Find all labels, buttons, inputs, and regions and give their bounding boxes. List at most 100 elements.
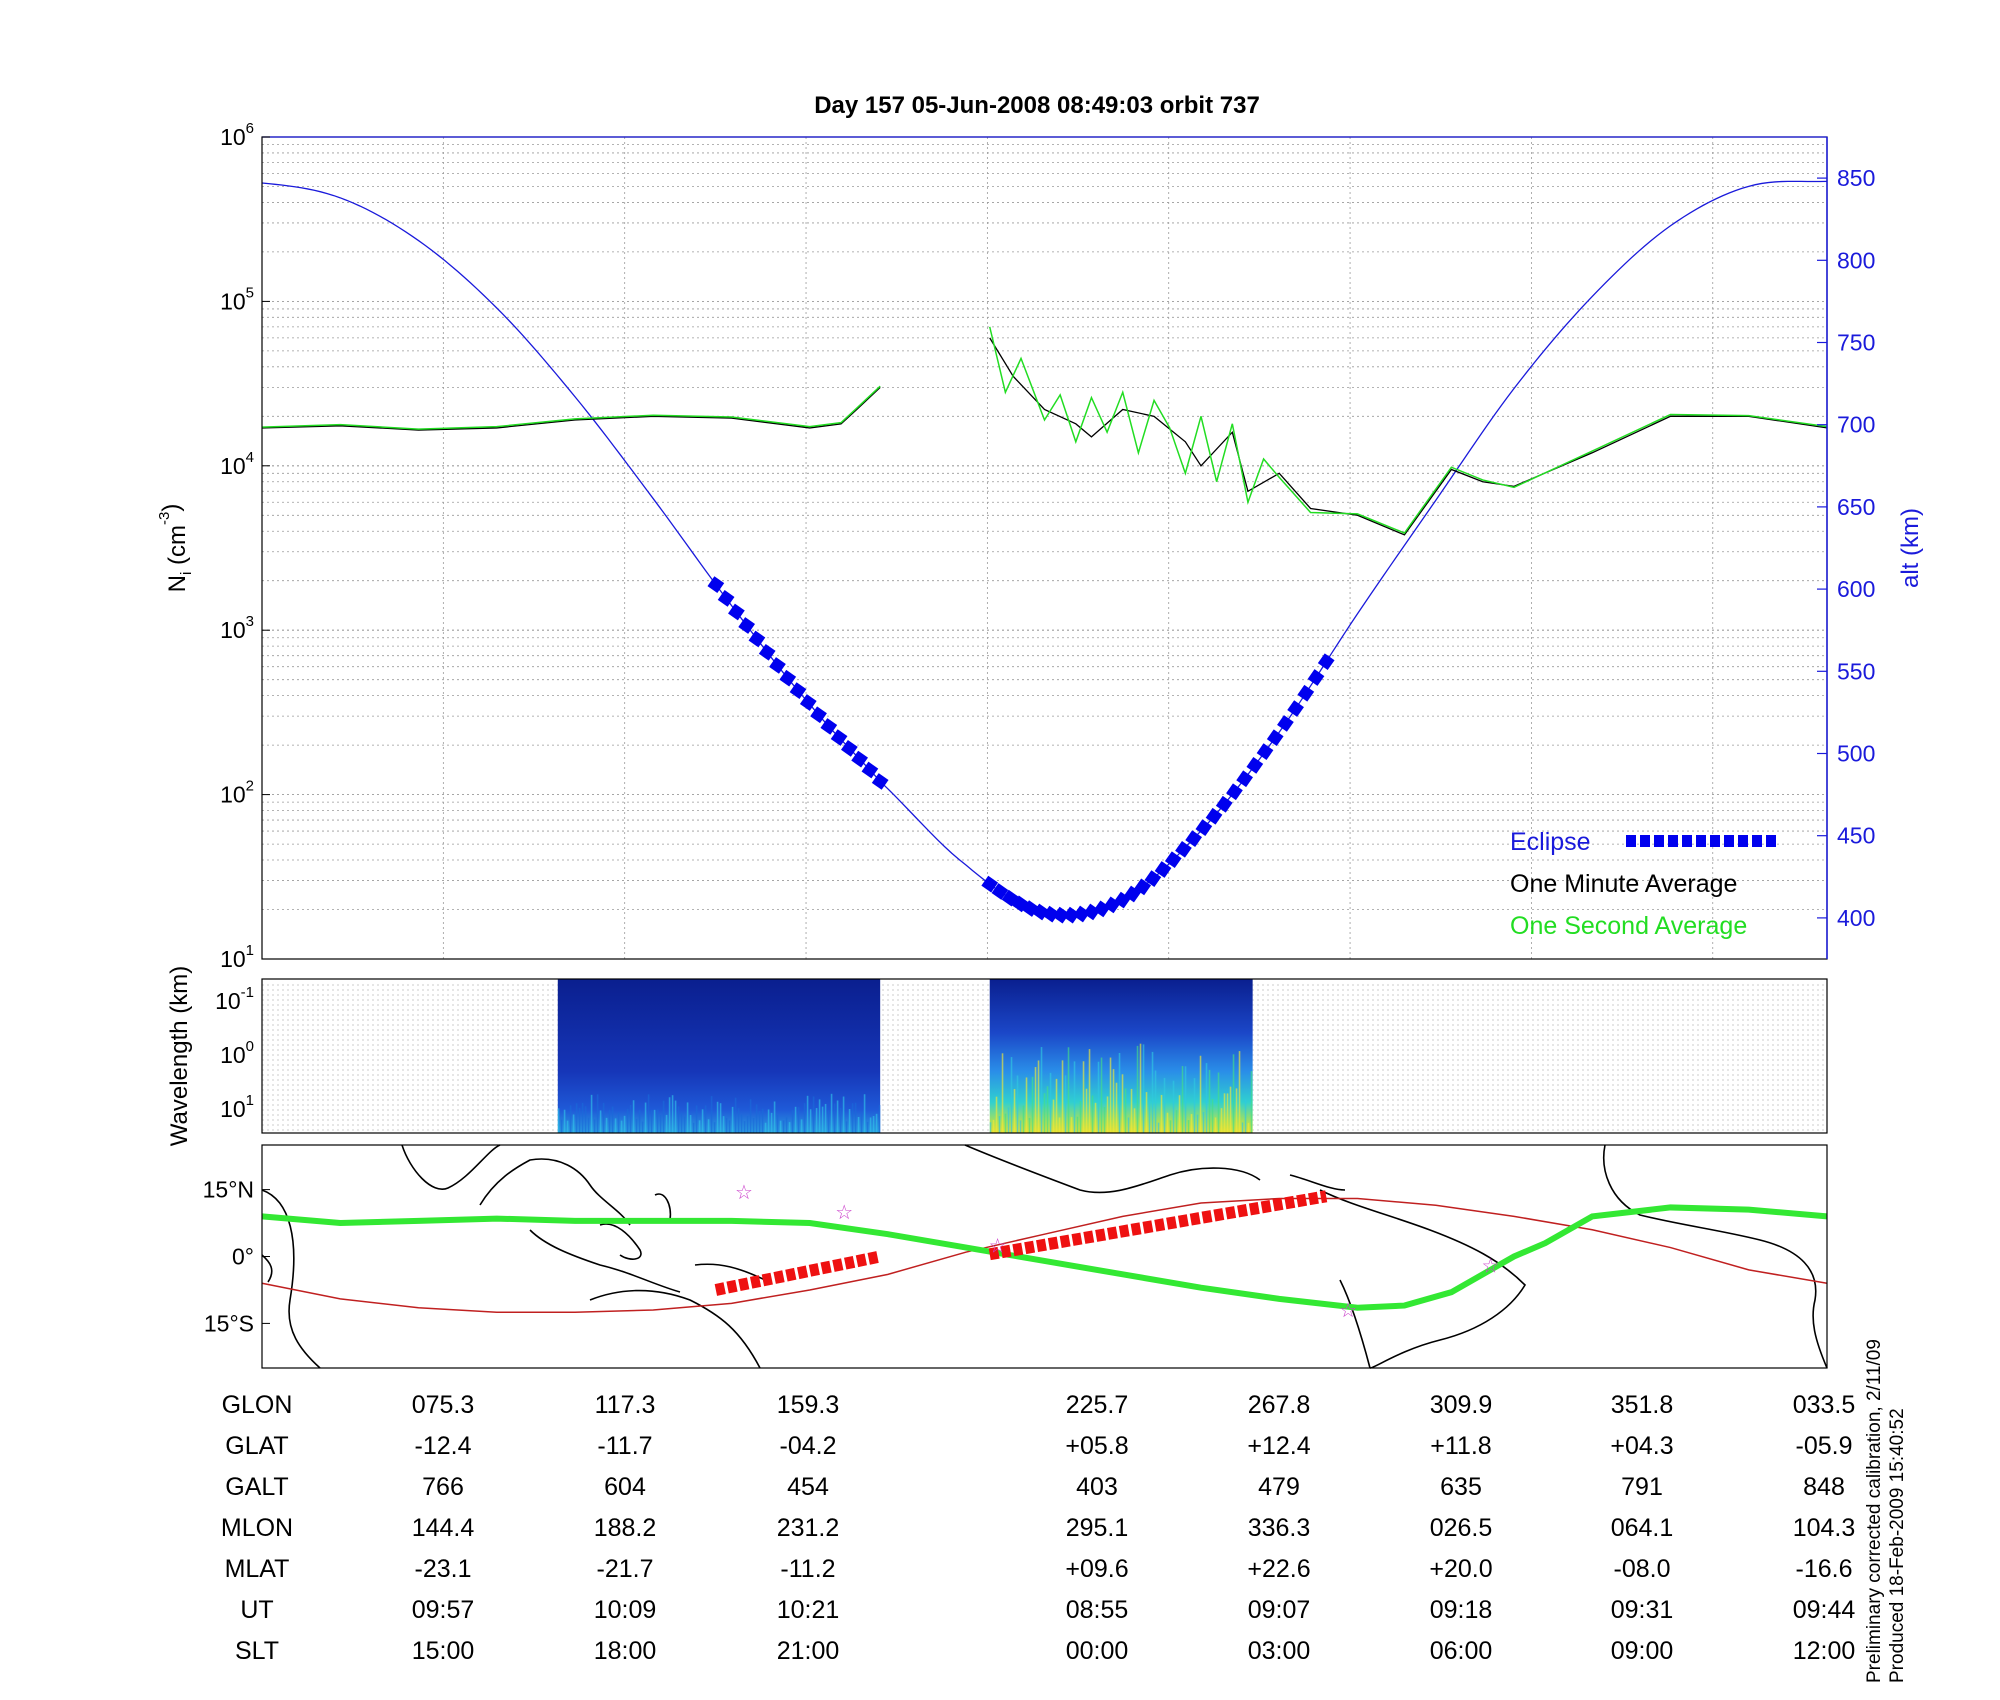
spectrogram-stripe — [866, 1121, 869, 1133]
spectrogram-stripe — [788, 1122, 791, 1133]
table-cell: 295.1 — [1066, 1514, 1129, 1542]
spectrogram-stripe — [1022, 1105, 1025, 1133]
table-row-label: MLON — [221, 1514, 293, 1542]
eclipse-marker — [707, 576, 725, 593]
spectrogram-stripe — [1007, 1107, 1010, 1133]
spectrogram-stripe — [1067, 1047, 1070, 1133]
spectrogram-stripe — [1196, 1114, 1199, 1133]
table-cell: 09:00 — [1611, 1637, 1674, 1665]
spectrogram-stripe — [797, 1107, 800, 1133]
spectrogram-stripe — [1106, 1096, 1109, 1133]
spectrogram-stripe — [557, 1108, 560, 1133]
spectrogram-stripe — [812, 1096, 815, 1133]
spectrogram-stripe — [1148, 1100, 1151, 1133]
one-second-series — [261, 326, 1828, 534]
eclipse-marker — [1246, 756, 1264, 774]
altitude-tick-label: 800 — [1837, 247, 1875, 273]
coastlines — [261, 1144, 1828, 1369]
table-cell: -21.7 — [597, 1555, 654, 1583]
spectrogram-stripe — [1241, 1122, 1244, 1133]
spectrogram-stripe — [1154, 1070, 1157, 1133]
spectrogram-tick-label: 101 — [220, 1092, 254, 1122]
density-axis-label: Ni (cm-3) — [156, 504, 195, 593]
spectrogram-stripe — [809, 1109, 812, 1133]
spectrogram-stripe — [572, 1114, 575, 1133]
spectrogram-stripe — [1139, 1043, 1142, 1133]
altitude-tick-label: 550 — [1837, 658, 1875, 684]
spectrogram-stripe — [791, 1109, 794, 1133]
spectrogram-stripe — [692, 1122, 695, 1133]
spectrogram-stripe — [1061, 1060, 1064, 1133]
spectrogram-stripe — [578, 1108, 581, 1133]
altitude-tick-label: 850 — [1837, 165, 1875, 191]
spectrogram-stripe — [1175, 1110, 1178, 1133]
spectrogram-stripe — [1187, 1120, 1190, 1133]
spectrogram-stripe — [689, 1114, 692, 1133]
spectrogram-stripe — [1214, 1117, 1217, 1133]
spectrogram-stripe — [833, 1103, 836, 1133]
spectrogram-stripe — [716, 1101, 719, 1133]
spectrogram-stripe — [794, 1106, 797, 1133]
spectrogram-stripe — [728, 1120, 731, 1133]
star-marker: ☆ — [1339, 1300, 1357, 1322]
eclipse-marker — [1144, 870, 1162, 887]
table-cell: +04.3 — [1610, 1432, 1673, 1460]
spectrogram-axis-ticks: 10-1 100 101 — [215, 984, 254, 1122]
spectrogram-stripe — [818, 1099, 821, 1133]
spectrogram-stripe — [998, 1116, 1001, 1133]
spectrogram-stripe — [1082, 1061, 1085, 1133]
eclipse-marker — [810, 706, 827, 724]
density-tick-label: 101 — [220, 942, 254, 972]
table-row-label: GALT — [225, 1473, 288, 1501]
table-cell: 026.5 — [1430, 1514, 1493, 1542]
altitude-tick-label: 500 — [1837, 741, 1875, 767]
spectrogram-stripe — [1130, 1088, 1133, 1133]
spectrogram-stripe — [1127, 1117, 1130, 1133]
spectrogram-stripe — [701, 1109, 704, 1133]
density-tick-label: 106 — [220, 120, 254, 150]
calibration-note: Preliminary corrected calibration, 2/11/… — [1864, 1339, 1885, 1683]
eclipse-marker — [1134, 878, 1152, 896]
spectrogram-stripe — [821, 1106, 824, 1133]
spectrogram-stripe — [746, 1116, 749, 1133]
spectrogram-stripe — [1052, 1099, 1055, 1133]
spectrogram-stripe — [1211, 1099, 1214, 1133]
table-cell: 144.4 — [412, 1514, 475, 1542]
spectrogram-stripe — [770, 1112, 773, 1133]
altitude-tick-label: 450 — [1837, 823, 1875, 849]
spectrogram-blocks — [557, 979, 1253, 1133]
spectrogram-stripe — [830, 1093, 833, 1133]
spectrogram-stripe — [803, 1103, 806, 1133]
table-cell: 12:00 — [1793, 1637, 1856, 1665]
spectrogram-stripe — [764, 1122, 767, 1133]
table-cell: 104.3 — [1793, 1514, 1856, 1542]
table-cell: 21:00 — [777, 1637, 840, 1665]
table-cell: 225.7 — [1066, 1391, 1129, 1419]
spectrogram-stripe — [656, 1109, 659, 1133]
spectrogram-stripe — [1112, 1069, 1115, 1133]
eclipse-marker — [1073, 905, 1090, 923]
star-marker: ☆ — [1482, 1255, 1500, 1277]
altitude-axis-label: alt (km) — [1897, 508, 1924, 588]
eclipse-marker — [830, 729, 848, 746]
table-cell: 231.2 — [777, 1514, 840, 1542]
table-cell: 15:00 — [412, 1637, 475, 1665]
spectrogram-stripe — [815, 1108, 818, 1133]
spectrogram-stripe — [1085, 1088, 1088, 1133]
spectrogram-stripe — [845, 1121, 848, 1133]
star-marker: ☆ — [735, 1182, 753, 1204]
spectrogram-stripe — [674, 1100, 677, 1133]
spectrogram-stripe — [806, 1095, 809, 1133]
table-row-label: GLAT — [225, 1432, 288, 1460]
table-cell: 09:07 — [1248, 1596, 1311, 1624]
spectrogram-stripe — [800, 1119, 803, 1133]
spectrogram-stripe — [1004, 1113, 1007, 1133]
spectrogram-stripe — [1028, 1117, 1031, 1133]
spectrogram-stripe — [773, 1101, 776, 1133]
table-cell: +20.0 — [1429, 1555, 1492, 1583]
spectrogram-stripe — [752, 1118, 755, 1133]
altitude-tick-label: 600 — [1837, 576, 1875, 602]
spectrogram-stripe — [1178, 1095, 1181, 1133]
table-cell: +12.4 — [1247, 1432, 1310, 1460]
eclipse-marker — [851, 750, 868, 768]
